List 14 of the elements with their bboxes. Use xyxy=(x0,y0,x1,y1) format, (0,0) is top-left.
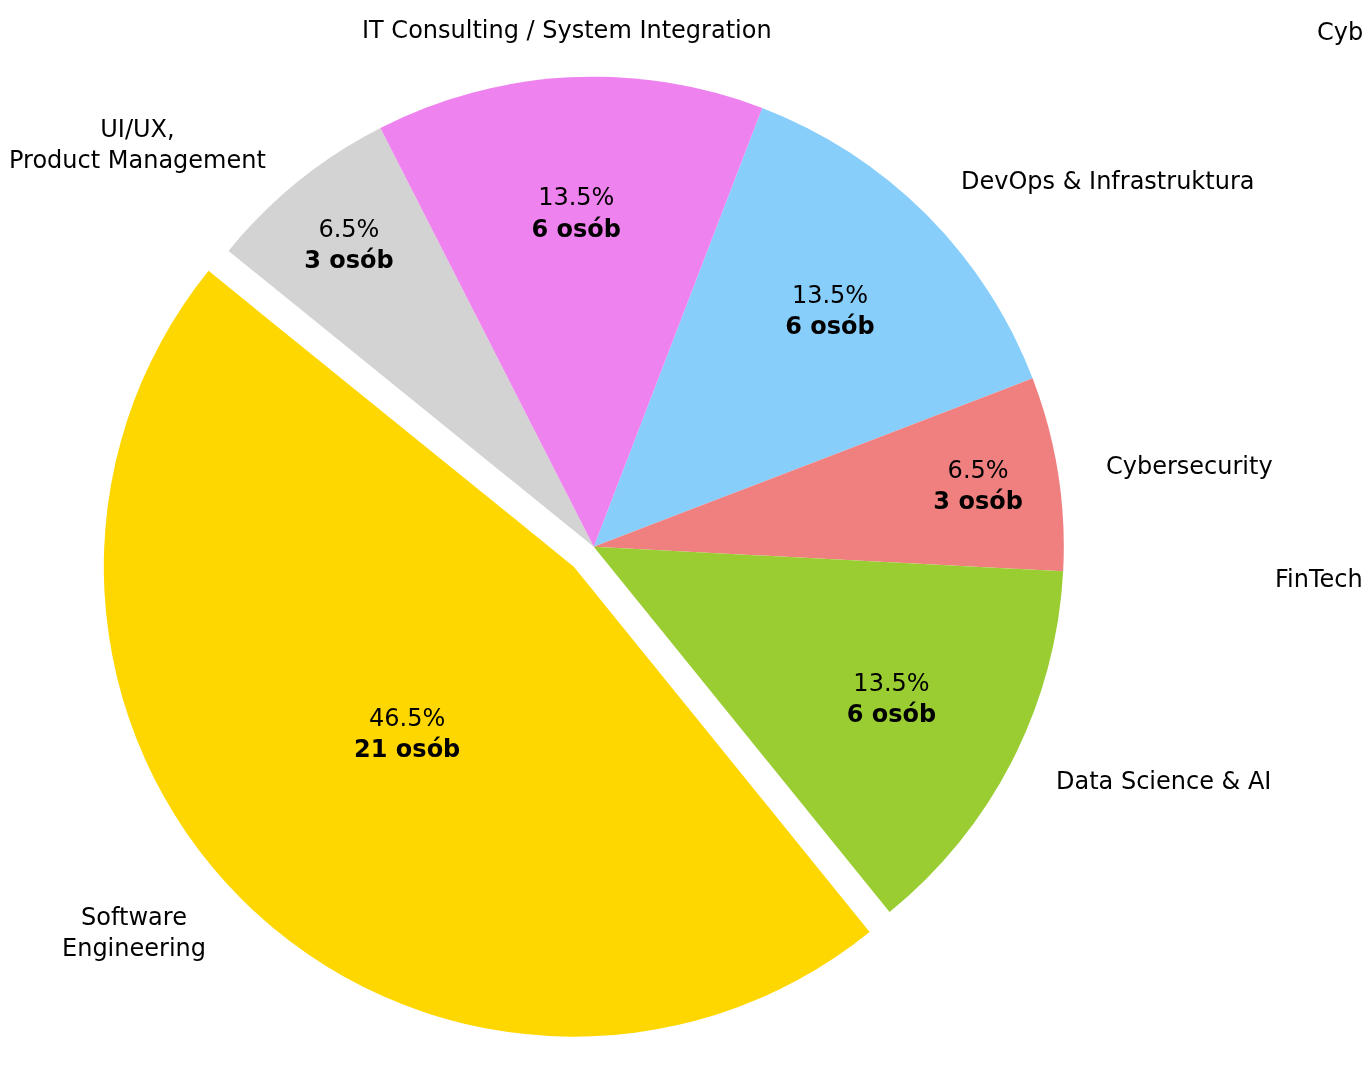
slice-label: UI/UX, Product Management xyxy=(9,115,266,175)
slice-label: Data Science & AI xyxy=(1056,767,1272,795)
slice-label: Software Engineering xyxy=(62,903,206,963)
data-label: 13.5% 6 osób xyxy=(846,668,937,729)
slice-label: Cybersecurity xyxy=(1106,452,1273,480)
data-label: 6.5% 3 osób xyxy=(304,214,394,274)
slice-label: IT Consulting / System Integration xyxy=(362,16,772,44)
text: Cyb xyxy=(1317,18,1364,46)
data-label: 46.5% 21 osób xyxy=(354,703,461,763)
data-label: 13.5% 6 osób xyxy=(785,280,875,341)
text: FinTech xyxy=(1275,565,1363,593)
data-label: 6.5% 3 osób xyxy=(933,456,1023,516)
slice-label: DevOps & Infrastruktura xyxy=(961,167,1255,195)
data-label: 13.5% 6 osób xyxy=(531,183,622,243)
